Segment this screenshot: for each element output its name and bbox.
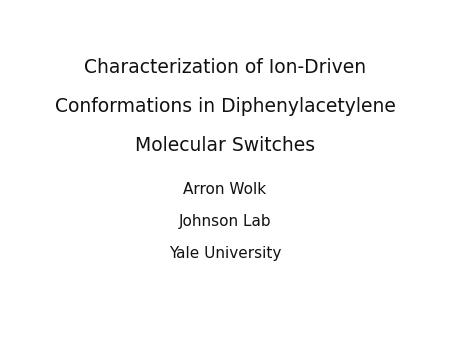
Text: Molecular Switches: Molecular Switches [135,136,315,155]
Text: Characterization of Ion-Driven: Characterization of Ion-Driven [84,58,366,77]
Text: Conformations in Diphenylacetylene: Conformations in Diphenylacetylene [54,97,396,116]
Text: Yale University: Yale University [169,246,281,261]
Text: Arron Wolk: Arron Wolk [184,182,266,197]
Text: Johnson Lab: Johnson Lab [179,214,271,229]
